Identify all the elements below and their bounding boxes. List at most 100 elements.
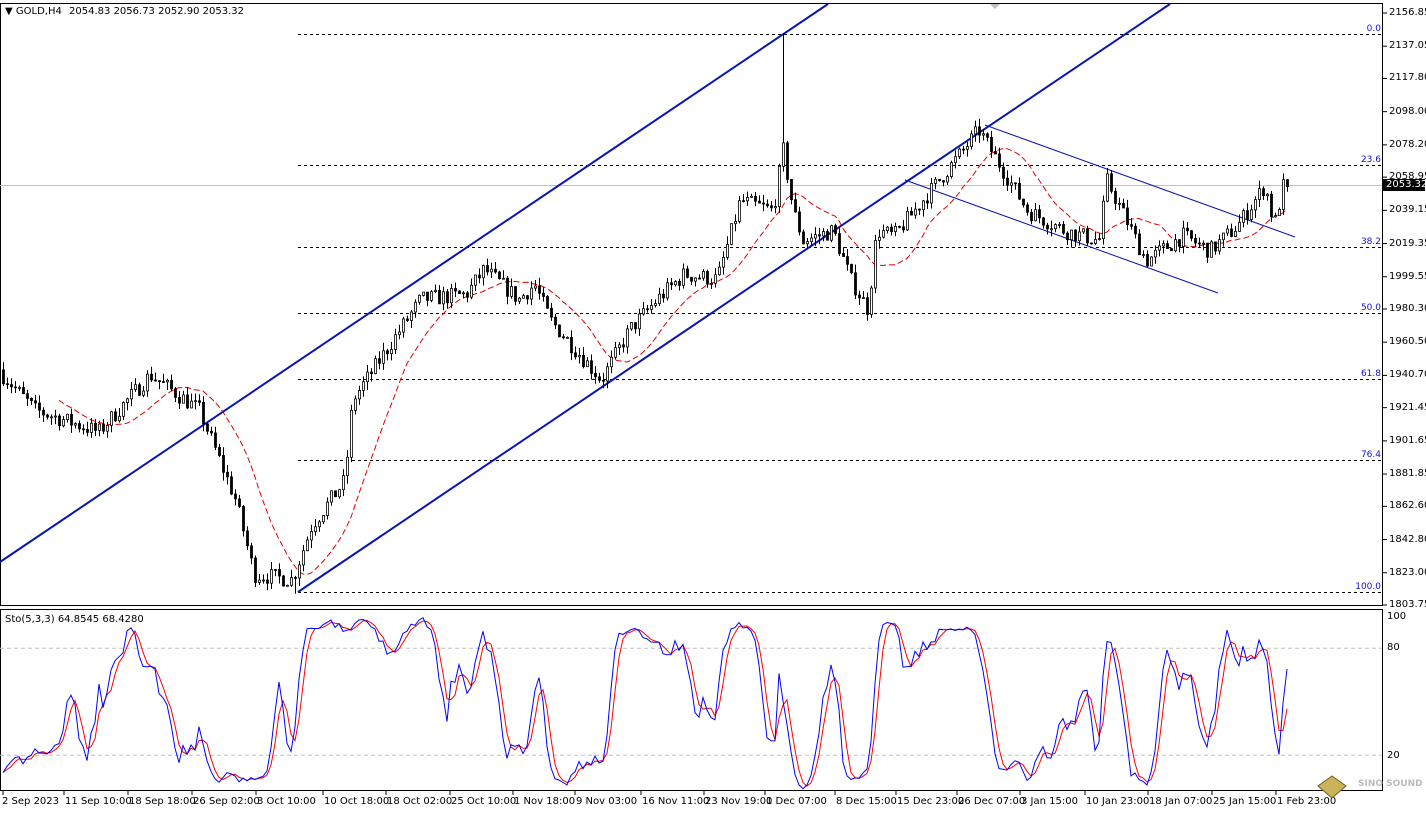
time-axis-label: 10 Jan 23:00 [1086, 796, 1150, 807]
candle-body [398, 331, 401, 336]
candle-body [302, 550, 305, 566]
candle-body [346, 456, 349, 477]
candle-body [906, 210, 909, 231]
candle-body [1038, 209, 1041, 219]
candle-body [890, 226, 893, 232]
candle-body [606, 366, 609, 382]
candle-body [110, 411, 113, 426]
candle-body [1010, 182, 1013, 186]
candle-body [658, 293, 661, 304]
candle-body [26, 393, 29, 399]
candle-body [1206, 242, 1209, 258]
main-panel-border [0, 3, 1383, 606]
channel-lower-trendline [297, 3, 1171, 593]
candle-body [250, 545, 253, 559]
candle-body [910, 210, 913, 216]
candle-body [270, 569, 273, 584]
candle-body [410, 311, 413, 321]
candle-body [530, 287, 533, 300]
candle-body [938, 178, 941, 182]
stochastic-label: Sto(5,3,3) 64.8545 68.4280 [5, 614, 144, 625]
candle-body [510, 286, 513, 297]
candle-body [258, 579, 261, 583]
candle-body [1058, 223, 1061, 226]
candle-body [542, 292, 545, 297]
candle-body [794, 199, 797, 213]
candle-body [1250, 209, 1253, 220]
candle-body [714, 274, 717, 284]
candle-body [514, 286, 517, 302]
candle-body [1234, 231, 1237, 237]
candle-body [102, 423, 105, 432]
candle-body [634, 322, 637, 330]
time-axis-label: 2 Sep 2023 [2, 796, 60, 807]
candle-body [566, 337, 569, 339]
candle-body [234, 493, 237, 500]
logo-diamond-icon [1317, 775, 1347, 799]
candle-body [810, 237, 813, 243]
candle-body [298, 564, 301, 579]
candle-body [1158, 245, 1161, 251]
candle-body [710, 283, 713, 285]
candle-body [54, 415, 57, 418]
shift-marker-icon[interactable] [990, 4, 1000, 9]
price-axis-label: 1823.00 [1389, 566, 1426, 578]
candle-body [926, 200, 929, 204]
candle-body [1114, 190, 1117, 204]
stoch-level-80: 80 [1387, 642, 1400, 653]
candle-body [1230, 228, 1233, 237]
fib-level-label: 23.6 [1360, 154, 1381, 165]
candle-body [1066, 232, 1069, 241]
candle-body [406, 318, 409, 321]
price-axis-label: 2098.00 [1389, 105, 1426, 117]
sino-sound-logo [1300, 774, 1426, 811]
candle-body [106, 424, 109, 432]
candle-body [706, 271, 709, 285]
candle-body [334, 490, 337, 498]
candle-body [642, 308, 645, 315]
candle-body [1186, 227, 1189, 232]
candle-body [918, 208, 921, 211]
candle-body [798, 211, 801, 233]
ohlc-values: 2054.83 2056.73 2052.90 2053.32 [69, 6, 244, 17]
fib-level-label: 50.0 [1360, 302, 1381, 313]
candle-body [546, 296, 549, 309]
candle-body [594, 372, 597, 378]
candle-body [306, 539, 309, 552]
price-axis-label: 2039.15 [1389, 204, 1426, 216]
candle-body [838, 233, 841, 254]
time-axis-label: 18 Oct 02:00 [387, 796, 453, 807]
candle-body [974, 126, 977, 135]
candle-body [1146, 254, 1149, 267]
candle-body [142, 390, 145, 396]
candle-body [310, 531, 313, 541]
candle-body [1094, 239, 1097, 244]
fib-level-label: 61.8 [1360, 368, 1381, 379]
candle-body [734, 221, 737, 225]
candle-body [62, 419, 65, 427]
candle-body [358, 390, 361, 400]
candle-body [1154, 249, 1157, 258]
candle-body [130, 389, 133, 400]
candle-body [1266, 193, 1269, 197]
fib-level-label: 38.2 [1360, 236, 1381, 247]
price-axis-label: 1980.30 [1389, 303, 1426, 314]
candle-body [1286, 179, 1289, 187]
candle-body [1086, 228, 1089, 244]
candle-body [266, 579, 269, 584]
collapse-triangle-icon[interactable]: ▼ [5, 6, 13, 17]
candle-body [1110, 173, 1113, 192]
candle-body [34, 400, 37, 404]
candle-body [722, 257, 725, 268]
candle-body [146, 373, 149, 392]
candle-body [394, 334, 397, 350]
candle-body [1190, 230, 1193, 239]
stoch-level-100: 100 [1387, 611, 1407, 622]
candle-body [1034, 209, 1037, 222]
candle-body [1030, 211, 1033, 222]
candle-body [318, 521, 321, 528]
candle-body [458, 290, 461, 294]
candle-body [870, 287, 873, 315]
